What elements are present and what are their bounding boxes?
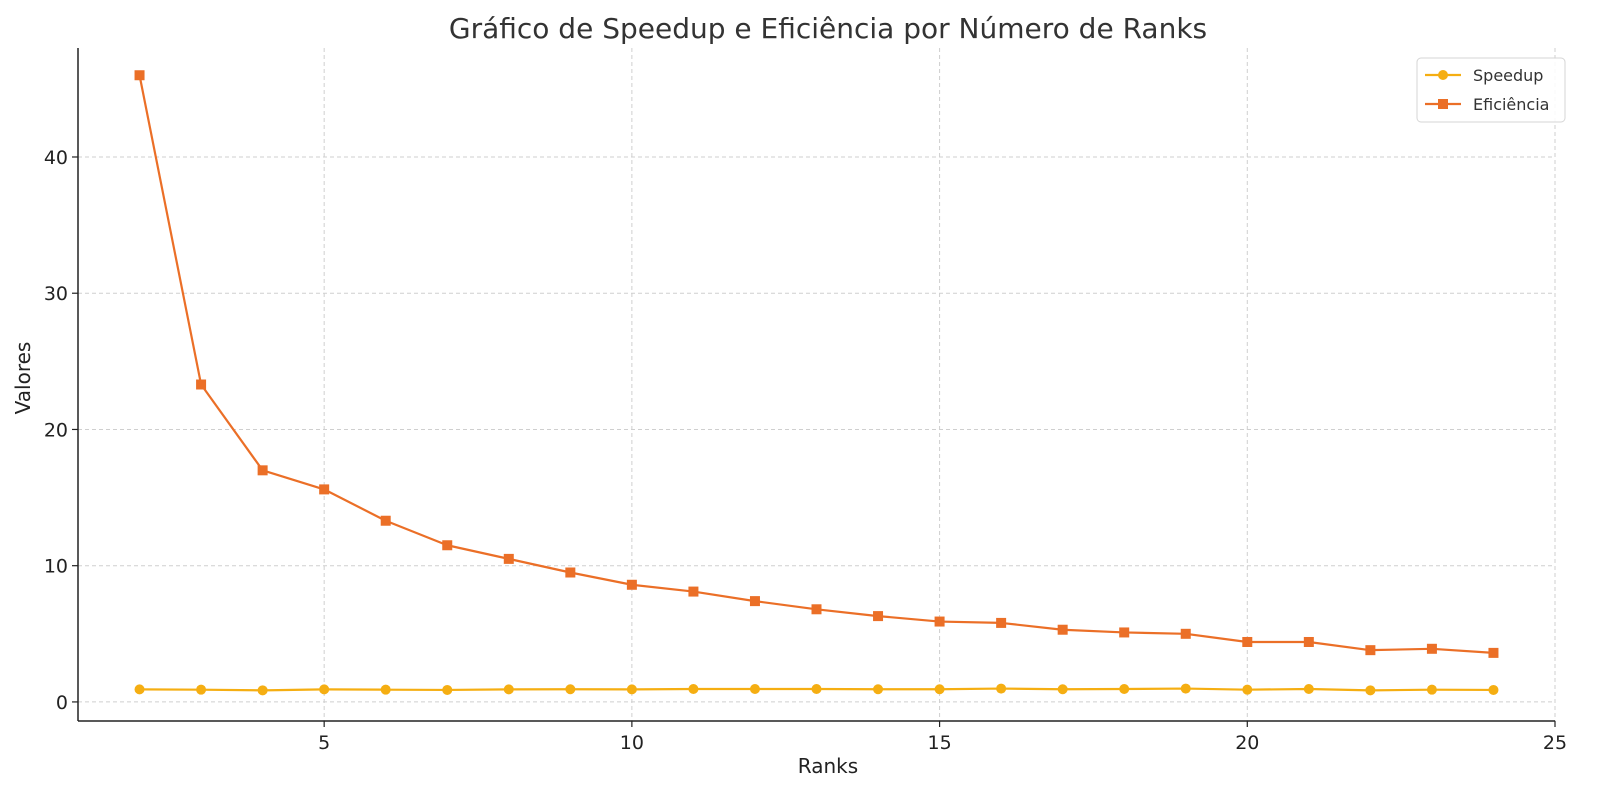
data-point: [1119, 627, 1130, 638]
data-point: [1057, 684, 1068, 695]
data-point: [1426, 643, 1437, 654]
data-point: [257, 685, 268, 696]
data-point: [134, 70, 145, 81]
y-tick-label: 10: [44, 556, 68, 578]
data-point: [1488, 684, 1499, 695]
data-point: [811, 604, 822, 615]
data-point: [503, 553, 514, 564]
y-tick-label: 20: [44, 419, 68, 441]
legend-label: Speedup: [1473, 66, 1543, 85]
x-tick-label: 5: [318, 732, 330, 754]
data-point: [1180, 628, 1191, 639]
legend-label: Eficiência: [1473, 95, 1549, 114]
data-point: [1426, 684, 1437, 695]
series-line: [138, 75, 1494, 654]
legend-marker: [1438, 70, 1448, 80]
plot-series: [134, 70, 1499, 696]
legend-marker: [1438, 99, 1448, 109]
data-point: [934, 616, 945, 627]
data-point: [1365, 685, 1376, 696]
data-point: [380, 515, 391, 526]
data-point: [1242, 636, 1253, 647]
data-point: [934, 684, 945, 695]
data-point: [626, 579, 637, 590]
y-tick-label: 30: [44, 283, 68, 305]
series-1: [134, 70, 1499, 658]
series-0: [134, 683, 1499, 696]
y-tick-label: 0: [56, 692, 68, 714]
data-point: [196, 684, 207, 695]
y-tick-label: 40: [44, 147, 68, 169]
data-point: [196, 379, 207, 390]
x-tick-label: 20: [1235, 732, 1259, 754]
data-point: [1365, 645, 1376, 656]
data-point: [873, 611, 884, 622]
data-point: [1242, 684, 1253, 695]
data-point: [749, 596, 760, 607]
data-point: [257, 465, 268, 476]
legend-entry: Speedup: [1425, 66, 1543, 85]
data-point: [1303, 683, 1314, 694]
data-point: [442, 540, 453, 551]
data-point: [996, 683, 1007, 694]
legend: Speedup Eficiência: [1416, 57, 1566, 123]
data-point: [626, 684, 637, 695]
axes: 5 10 15 20 25 0 10 20 30 40: [44, 48, 1567, 754]
data-point: [380, 684, 391, 695]
grid: [78, 48, 1556, 721]
y-axis-label: Valores: [11, 342, 35, 415]
data-point: [996, 617, 1007, 628]
x-tick-label: 25: [1543, 732, 1567, 754]
x-tick-label: 10: [620, 732, 644, 754]
data-point: [1180, 683, 1191, 694]
data-point: [1488, 647, 1499, 658]
data-point: [319, 484, 330, 495]
data-point: [749, 683, 760, 694]
legend-entry: Eficiência: [1425, 95, 1549, 114]
x-tick-label: 15: [927, 732, 951, 754]
data-point: [565, 567, 576, 578]
x-axis-label: Ranks: [798, 754, 858, 778]
data-point: [1057, 624, 1068, 635]
data-point: [1303, 636, 1314, 647]
data-point: [688, 586, 699, 597]
data-point: [565, 684, 576, 695]
data-point: [873, 684, 884, 695]
chart-title: Gráfico de Speedup e Eficiência por Núme…: [449, 12, 1207, 45]
data-point: [134, 684, 145, 695]
data-point: [319, 684, 330, 695]
data-point: [503, 684, 514, 695]
data-point: [811, 683, 822, 694]
data-point: [442, 684, 453, 695]
data-point: [688, 683, 699, 694]
data-point: [1119, 683, 1130, 694]
